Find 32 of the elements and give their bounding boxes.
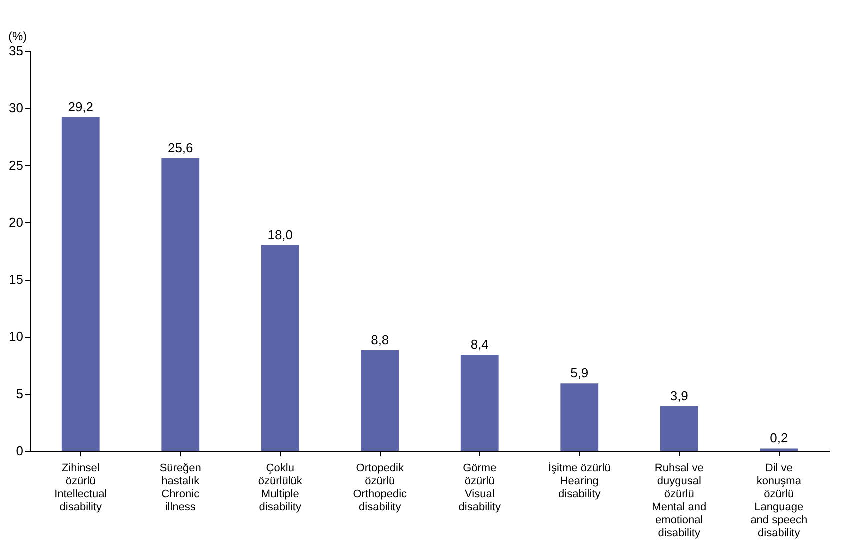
x-tick-label: Ortopedik özürlü Orthopedic disability	[353, 462, 408, 514]
bar	[62, 117, 100, 451]
bar	[660, 406, 698, 451]
data-label: 29,2	[68, 99, 94, 114]
y-tick-label: 15	[9, 272, 24, 288]
y-tick-label: 35	[9, 44, 24, 58]
y-tick-label: 10	[9, 329, 24, 344]
bar	[162, 158, 200, 451]
x-tick-label: İşitme özürlü Hearing disability	[548, 462, 611, 500]
x-tick-label: Ruhsal ve duygusal özürlü Mental and emotional disability	[652, 462, 707, 540]
y-tick-label: 25	[9, 158, 24, 173]
bar	[460, 355, 499, 451]
y-tick-label: 30	[9, 100, 24, 116]
y-tick-label: 0	[16, 444, 24, 458]
data-label: 25,6	[168, 140, 194, 156]
x-tick-label: Çoklu özürlülük Multiple disability	[258, 462, 303, 514]
data-label: 3,9	[670, 388, 688, 404]
y-axis-title: (%)	[8, 30, 28, 44]
x-tick-label: Dil ve konuşma özürlü Language and speech disability	[750, 462, 808, 540]
data-label: 18,0	[268, 227, 294, 242]
x-tick-label: Zihinsel özürlü Intellectual disability	[54, 462, 108, 514]
x-tick-label: Görme özürlü Visual disability	[458, 462, 502, 514]
bar	[560, 384, 599, 451]
x-tick-label: Süreğen hastalık Chronic illness	[160, 462, 202, 514]
data-label: 5,9	[570, 366, 589, 381]
data-label: 8,4	[470, 337, 489, 352]
data-label: 8,8	[371, 332, 390, 348]
bar	[361, 350, 400, 451]
bar	[261, 245, 300, 451]
y-tick-label: 5	[16, 386, 24, 402]
y-tick-label: 20	[9, 214, 24, 230]
data-label: 0,2	[770, 430, 788, 446]
